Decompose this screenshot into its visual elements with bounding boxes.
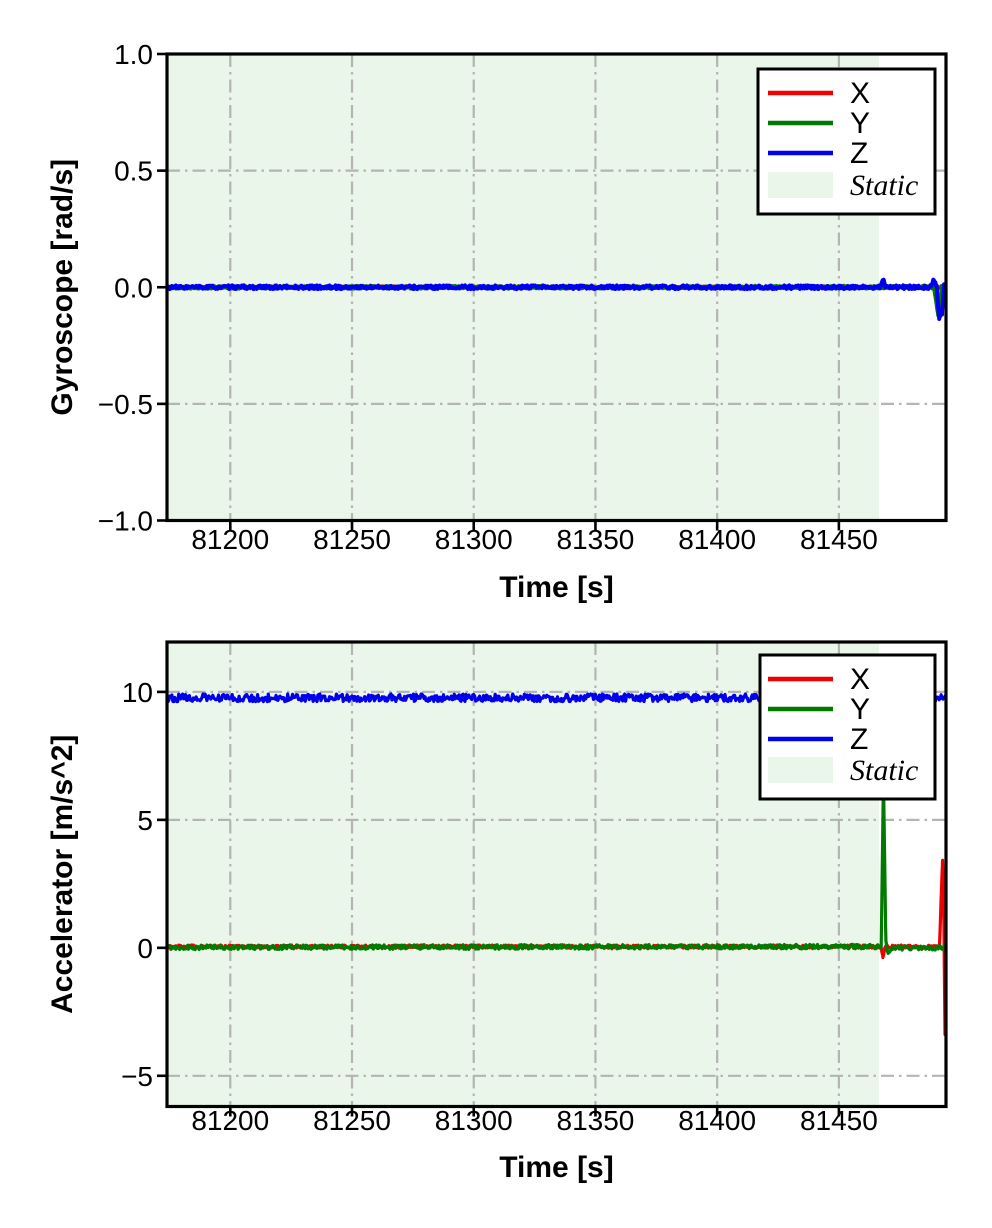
x-tick-label: 81400 [678, 524, 756, 555]
legend-swatch-static-patch [768, 172, 833, 198]
legend-label-static: Static [850, 169, 918, 202]
y-tick-label: 5 [137, 805, 153, 836]
x-tick-label: 81400 [678, 1105, 756, 1136]
y-tick-label: 10 [122, 677, 153, 708]
accelerator-chart: 81200 81250 81300 81350 81400 81450 10 5 0 −5 Time… [46, 640, 948, 1184]
x-tick-label: 81250 [313, 524, 391, 555]
legend-label-y: Y [850, 107, 870, 140]
legend-label-z: Z [850, 137, 868, 170]
x-tick-label: 81250 [313, 1105, 391, 1136]
series-line-Z [167, 277, 946, 321]
x-axis-label: Time [s] [499, 571, 613, 604]
series-line-Y [167, 780, 946, 955]
x-tick-label: 81200 [191, 524, 269, 555]
x-tick-label: 81300 [435, 524, 513, 555]
x-tick-label: 81450 [800, 1105, 878, 1136]
plot-data-area [167, 277, 946, 321]
x-tick-label: 81450 [800, 524, 878, 555]
y-tick-label: −5 [121, 1061, 153, 1092]
y-tick-label: 0.0 [114, 272, 153, 303]
y-tick-label: 1.0 [114, 39, 153, 70]
gyroscope-chart: 81200 81250 81300 81350 81400 81450 1.0 0.5 0.0 −… [46, 39, 948, 604]
legend-label-z: Z [850, 723, 868, 756]
x-tick-label: 81350 [557, 1105, 635, 1136]
y-tick-label: 0 [137, 933, 153, 964]
y-axis-label: Accelerator [m/s^2] [46, 735, 79, 1014]
y-tick-label: −1.0 [98, 506, 153, 537]
legend-label-static: Static [850, 754, 918, 787]
plot-spines [165, 640, 948, 1109]
legend-label-x: X [850, 663, 870, 696]
x-tick-label: 81300 [435, 1105, 513, 1136]
legend-label-x: X [850, 77, 870, 110]
x-axis-label: Time [s] [499, 1151, 613, 1184]
y-tick-label: 0.5 [114, 156, 153, 187]
legend-label-y: Y [850, 693, 870, 726]
x-tick-label: 81200 [191, 1105, 269, 1136]
legend-swatch-static-patch [768, 757, 833, 783]
y-axis-label: Gyroscope [rad/s] [46, 159, 79, 416]
y-tick-label: −0.5 [98, 389, 153, 420]
x-tick-label: 81350 [557, 524, 635, 555]
